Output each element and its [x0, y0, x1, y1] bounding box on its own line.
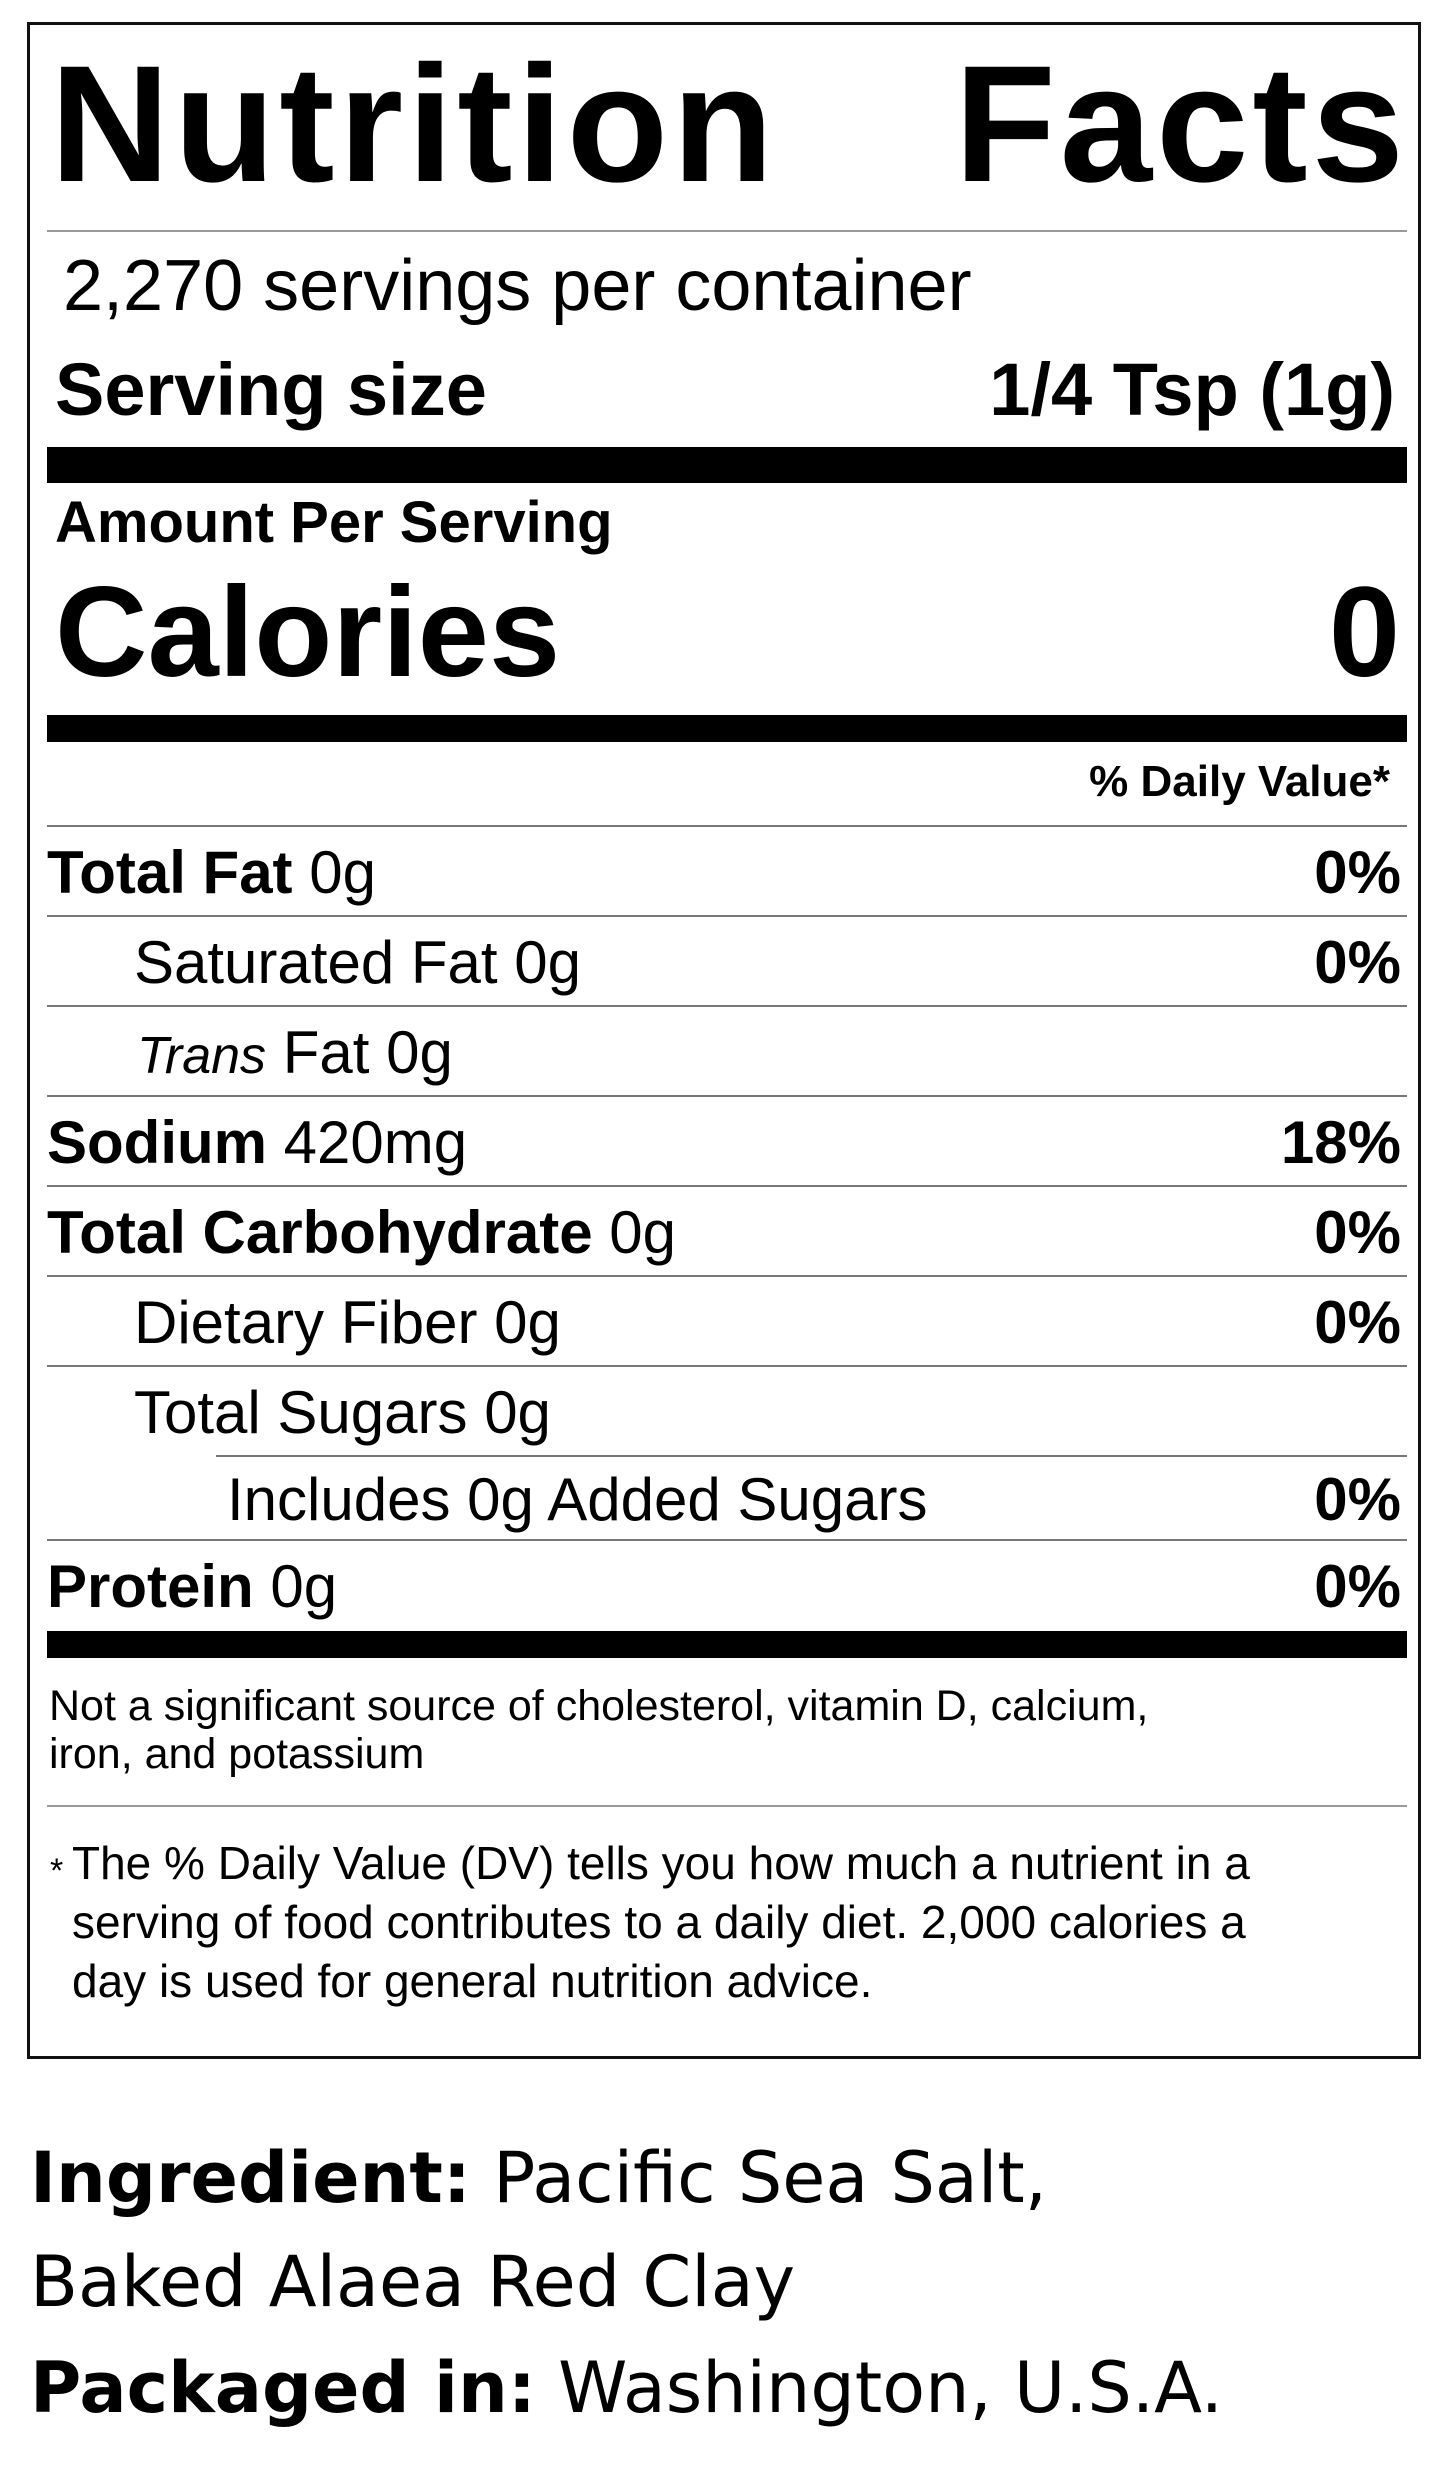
nutrient-name: Sodium — [47, 1108, 267, 1176]
nutrient-dv: 18% — [1280, 1108, 1401, 1176]
nutrient-amount: 0g — [609, 1198, 677, 1266]
panel-title: Nutrition Facts — [50, 40, 1408, 210]
calories-label: Calories — [55, 561, 561, 704]
ingredient-value: Pacific Sea Salt, — [493, 2137, 1047, 2219]
nutrient-dv: 0% — [1314, 1552, 1401, 1620]
nutrient-row-saturated-fat: Saturated Fat 0g 0% — [47, 917, 1407, 1007]
thick-divider — [47, 447, 1407, 483]
nutrient-dv: 0% — [1314, 1288, 1401, 1356]
divider — [47, 1805, 1407, 1807]
serving-size-value: 1/4 Tsp (1g) — [989, 348, 1395, 431]
nutrient-row-trans-fat: Trans Fat 0g — [47, 1007, 1407, 1097]
nutrient-row-sodium: Sodium 420mg 18% — [47, 1097, 1407, 1187]
nutrient-name: Total Carbohydrate — [47, 1198, 593, 1266]
nutrient-amount: 0g — [270, 1552, 338, 1620]
divider — [47, 1365, 1407, 1367]
divider — [47, 1005, 1407, 1007]
nutrient-name: Total Fat — [47, 838, 293, 906]
packaged-label: Packaged in: — [30, 2347, 536, 2429]
divider — [47, 1185, 1407, 1187]
nutrient-row-dietary-fiber: Dietary Fiber 0g 0% — [47, 1277, 1407, 1367]
nutrient-amount: 0g — [494, 1288, 561, 1356]
nutrient-name: Protein — [47, 1552, 254, 1620]
ingredient-line-2: Baked Alaea Red Clay — [30, 2241, 796, 2323]
divider — [47, 1539, 1407, 1541]
nutrient-row-added-sugars: Includes 0g Added Sugars 0% — [47, 1457, 1407, 1541]
nutrient-row-total-carbohydrate: Total Carbohydrate 0g 0% — [47, 1187, 1407, 1277]
footnote-line: serving of food contributes to a daily d… — [72, 1896, 1246, 1948]
footnote-line: day is used for general nutrition advice… — [72, 1955, 873, 2007]
divider — [216, 1455, 1407, 1457]
ingredient-label: Ingredient: — [30, 2137, 471, 2219]
footnote-asterisk: * — [50, 1852, 64, 1890]
nutrient-amount: 420mg — [283, 1108, 468, 1176]
nutrient-dv: 0% — [1314, 838, 1401, 906]
nutrient-row-total-fat: Total Fat 0g 0% — [47, 827, 1407, 917]
thick-divider — [47, 1631, 1407, 1658]
nutrient-dv: 0% — [1314, 928, 1401, 996]
calories-value: 0 — [1328, 561, 1400, 704]
calories-row: Calories 0 — [55, 565, 1400, 701]
footnote: The % Daily Value (DV) tells you how muc… — [72, 1834, 1250, 2011]
nutrient-name: Saturated Fat — [134, 928, 498, 996]
packaged-value: Washington, U.S.A. — [558, 2347, 1224, 2429]
nutrient-amount: 0g — [514, 928, 581, 996]
amount-per-serving: Amount Per Serving — [55, 490, 613, 555]
thick-divider — [47, 715, 1407, 742]
divider — [47, 230, 1407, 232]
servings-per-container: 2,270 servings per container — [63, 246, 972, 326]
nutrient-name: Fat — [282, 1018, 370, 1086]
ingredient-line: Ingredient: Pacific Sea Salt, — [30, 2128, 1047, 2228]
nutrient-name: Dietary Fiber — [134, 1288, 478, 1356]
daily-value-header: % Daily Value* — [1089, 757, 1390, 806]
note-line: Not a significant source of cholesterol,… — [49, 1682, 1149, 1730]
nutrient-amount: 0g — [309, 838, 376, 906]
divider — [47, 1275, 1407, 1277]
nutrient-dv: 0% — [1314, 1198, 1401, 1266]
divider — [47, 915, 1407, 917]
nutrient-name: Total Sugars — [134, 1378, 468, 1446]
nutrient-amount: 0g — [484, 1378, 551, 1446]
divider — [47, 825, 1407, 827]
serving-size-label: Serving size — [55, 348, 487, 431]
title-word-nutrition: Nutrition — [50, 32, 778, 217]
nutrition-facts-panel — [27, 22, 1421, 2059]
divider — [47, 1095, 1407, 1097]
footnote-line: The % Daily Value (DV) tells you how muc… — [72, 1837, 1250, 1889]
note-line: iron, and potassium — [49, 1730, 425, 1778]
nutrient-name-italic: Trans — [137, 1026, 267, 1085]
nutrient-dv: 0% — [1314, 1465, 1401, 1533]
packaged-line: Packaged in: Washington, U.S.A. — [30, 2338, 1223, 2438]
title-word-facts: Facts — [954, 32, 1408, 217]
nutrient-name: Includes 0g Added Sugars — [227, 1465, 928, 1533]
nutrient-row-protein: Protein 0g 0% — [47, 1541, 1407, 1631]
nutrient-amount: 0g — [386, 1018, 453, 1086]
serving-size-row: Serving size 1/4 Tsp (1g) — [55, 350, 1395, 430]
nutrient-row-total-sugars: Total Sugars 0g — [47, 1367, 1407, 1457]
not-significant-note: Not a significant source of cholesterol,… — [49, 1682, 1148, 1778]
